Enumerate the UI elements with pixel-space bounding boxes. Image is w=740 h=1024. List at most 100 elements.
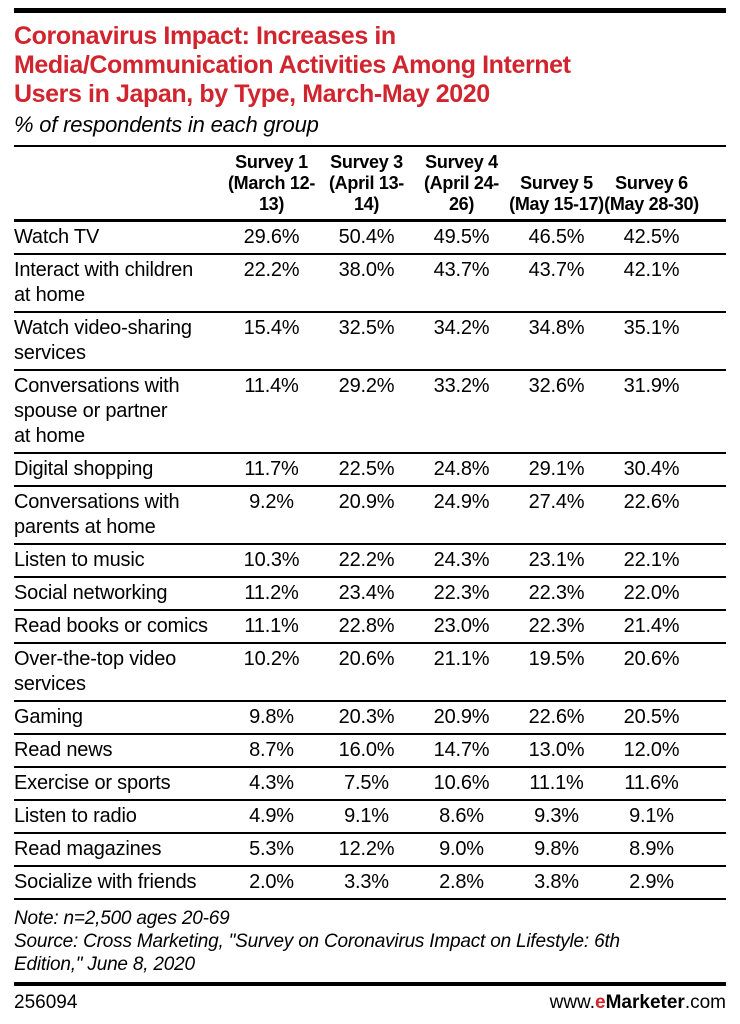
title-line-3: Users in Japan, by Type, March-May 2020 bbox=[14, 80, 490, 108]
table-row: Read books or comics 11.1% 22.8% 23.0% 22.3%… bbox=[14, 610, 726, 644]
value-cell: 20.6% bbox=[604, 643, 699, 702]
value-cell: 29.1% bbox=[509, 453, 604, 487]
source: Source: Cross Marketing, "Survey on Coro… bbox=[14, 931, 620, 975]
table-row: Exercise or sports 4.3% 7.5% 10.6% 11.1% 11.6… bbox=[14, 767, 726, 801]
value-cell: 3.8% bbox=[509, 866, 604, 900]
brand-name: Marketer bbox=[605, 992, 685, 1013]
activity-label: Conversations with parents at home bbox=[14, 486, 224, 545]
value-cell: 22.6% bbox=[509, 701, 604, 735]
value-cell: 33.2% bbox=[414, 370, 509, 454]
www-prefix: www. bbox=[549, 992, 596, 1013]
value-cell: 14.7% bbox=[414, 734, 509, 768]
footer-bar: 256094 www.eMarketer.com bbox=[14, 986, 726, 1020]
value-cell: 9.1% bbox=[604, 800, 699, 834]
value-cell: 20.9% bbox=[414, 701, 509, 735]
value-cell: 32.5% bbox=[319, 312, 414, 371]
value-cell: 22.5% bbox=[319, 453, 414, 487]
table-row: Digital shopping 11.7% 22.5% 24.8% 29.1% 30.4… bbox=[14, 453, 726, 487]
survey-column-header: Survey 5 (May 15-17) bbox=[509, 146, 604, 222]
value-cell: 20.6% bbox=[319, 643, 414, 702]
activity-label: Read books or comics bbox=[14, 610, 224, 644]
value-cell: 22.3% bbox=[414, 577, 509, 611]
survey-column-header: Survey 1 (March 12-13) bbox=[224, 146, 319, 222]
value-cell: 22.0% bbox=[604, 577, 699, 611]
value-cell: 13.0% bbox=[509, 734, 604, 768]
value-cell: 43.7% bbox=[509, 254, 604, 313]
value-cell: 4.3% bbox=[224, 767, 319, 801]
table-row: Listen to music 10.3% 22.2% 24.3% 23.1% 22.1% bbox=[14, 544, 726, 578]
com-suffix: .com bbox=[684, 992, 726, 1013]
table-row: Social networking 11.2% 23.4% 22.3% 22.3% 22.… bbox=[14, 577, 726, 611]
value-cell: 23.4% bbox=[319, 577, 414, 611]
value-cell: 38.0% bbox=[319, 254, 414, 313]
value-cell: 43.7% bbox=[414, 254, 509, 313]
value-cell: 21.4% bbox=[604, 610, 699, 644]
activity-label: Social networking bbox=[14, 577, 224, 611]
chart-id: 256094 bbox=[14, 992, 78, 1013]
spacer-cell bbox=[699, 767, 726, 801]
value-cell: 22.3% bbox=[509, 577, 604, 611]
activity-label: Gaming bbox=[14, 701, 224, 735]
value-cell: 34.8% bbox=[509, 312, 604, 371]
value-cell: 4.9% bbox=[224, 800, 319, 834]
value-cell: 2.0% bbox=[224, 866, 319, 900]
survey-column-header: Survey 3 (April 13-14) bbox=[319, 146, 414, 222]
emarketer-wordmark: www.eMarketer.com bbox=[550, 992, 726, 1014]
table-row: Interact with children at home 22.2% 38.0%… bbox=[14, 254, 726, 313]
table-row: Watch video-sharing services 15.4% 32.5% 34… bbox=[14, 312, 726, 371]
value-cell: 32.6% bbox=[509, 370, 604, 454]
value-cell: 8.9% bbox=[604, 833, 699, 867]
spacer-cell bbox=[699, 800, 726, 834]
table-row: Over-the-top video services 10.2% 20.6% 21.… bbox=[14, 643, 726, 702]
survey-column-header: Survey 6 (May 28-30) bbox=[604, 146, 699, 222]
activity-label: Interact with children at home bbox=[14, 254, 224, 313]
value-cell: 12.2% bbox=[319, 833, 414, 867]
value-cell: 3.3% bbox=[319, 866, 414, 900]
value-cell: 34.2% bbox=[414, 312, 509, 371]
survey-column-header: Survey 4 (April 24-26) bbox=[414, 146, 509, 222]
value-cell: 21.1% bbox=[414, 643, 509, 702]
spacer-cell bbox=[699, 312, 726, 371]
value-cell: 20.3% bbox=[319, 701, 414, 735]
value-cell: 49.5% bbox=[414, 220, 509, 255]
value-cell: 42.1% bbox=[604, 254, 699, 313]
value-cell: 23.1% bbox=[509, 544, 604, 578]
note-block: Note: n=2,500 ages 20-69 Source: Cross M… bbox=[14, 907, 726, 976]
value-cell: 22.6% bbox=[604, 486, 699, 545]
table-row: Socialize with friends 2.0% 3.3% 2.8% 3.8% 2.… bbox=[14, 866, 726, 900]
spacer-cell bbox=[699, 577, 726, 611]
chart-subtitle: % of respondents in each group bbox=[14, 112, 319, 137]
spacer-cell bbox=[699, 866, 726, 900]
activity-label: Watch video-sharing services bbox=[14, 312, 224, 371]
table-row: Watch TV 29.6% 50.4% 49.5% 46.5% 42.5% bbox=[14, 220, 726, 255]
spacer-cell bbox=[699, 453, 726, 487]
value-cell: 10.2% bbox=[224, 643, 319, 702]
activity-label: Socialize with friends bbox=[14, 866, 224, 900]
value-cell: 24.8% bbox=[414, 453, 509, 487]
activity-label: Watch TV bbox=[14, 220, 224, 255]
value-cell: 23.0% bbox=[414, 610, 509, 644]
value-cell: 29.6% bbox=[224, 220, 319, 255]
value-cell: 10.6% bbox=[414, 767, 509, 801]
chart-title: Coronavirus Impact: Increases in Media/C… bbox=[14, 22, 726, 109]
value-cell: 9.8% bbox=[509, 833, 604, 867]
activity-label: Read magazines bbox=[14, 833, 224, 867]
value-cell: 24.9% bbox=[414, 486, 509, 545]
table-row: Conversations with spouse or partner at … bbox=[14, 370, 726, 454]
value-cell: 11.2% bbox=[224, 577, 319, 611]
title-line-2: Media/Communication Activities Among Int… bbox=[14, 51, 571, 79]
spacer-cell bbox=[699, 370, 726, 454]
value-cell: 20.5% bbox=[604, 701, 699, 735]
value-cell: 11.1% bbox=[224, 610, 319, 644]
table-row: Gaming 9.8% 20.3% 20.9% 22.6% 20.5% bbox=[14, 701, 726, 735]
table-row: Read magazines 5.3% 12.2% 9.0% 9.8% 8.9% bbox=[14, 833, 726, 867]
value-cell: 27.4% bbox=[509, 486, 604, 545]
spacer-cell bbox=[699, 643, 726, 702]
value-cell: 9.2% bbox=[224, 486, 319, 545]
activity-label: Listen to radio bbox=[14, 800, 224, 834]
value-cell: 9.3% bbox=[509, 800, 604, 834]
value-cell: 35.1% bbox=[604, 312, 699, 371]
value-cell: 2.8% bbox=[414, 866, 509, 900]
value-cell: 5.3% bbox=[224, 833, 319, 867]
bottom-divider bbox=[14, 982, 726, 986]
